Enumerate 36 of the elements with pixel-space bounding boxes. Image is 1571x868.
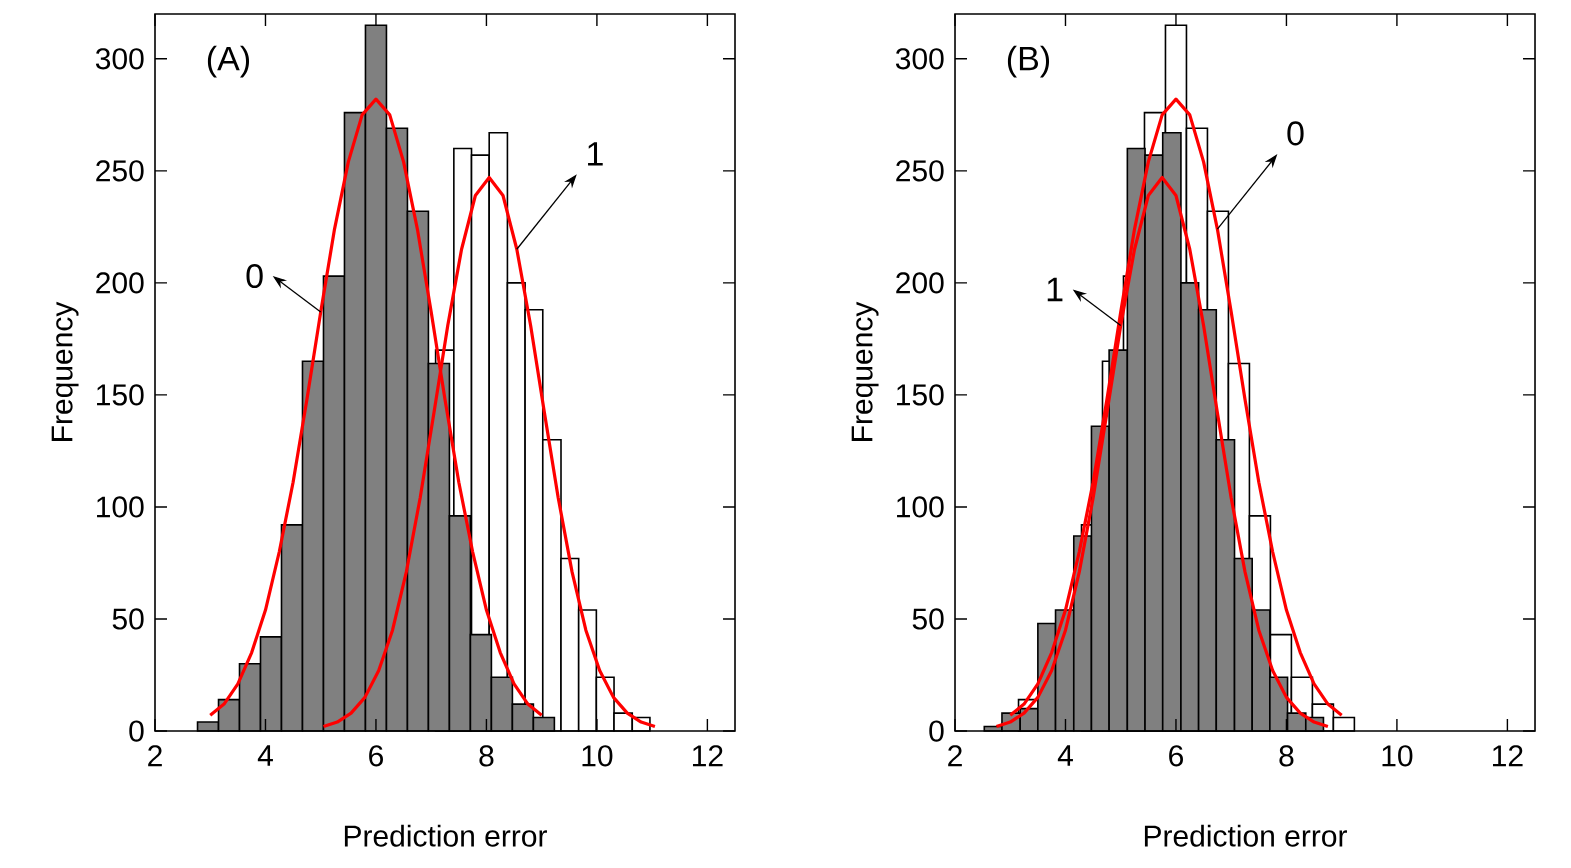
x-tick-label: 10 xyxy=(582,745,613,767)
y-tick-label: 100 xyxy=(97,496,144,518)
y-tick-label: 200 xyxy=(896,272,944,294)
annotation: (B) xyxy=(1007,45,1050,78)
x-tick-label: 10 xyxy=(1382,745,1413,767)
x-tick-label: 2 xyxy=(148,745,162,767)
x-axis-title: Prediction error xyxy=(344,824,547,847)
y-tick-label: 300 xyxy=(895,48,944,70)
y-tick-label: 50 xyxy=(112,608,144,630)
y-tick-label: 150 xyxy=(897,384,944,406)
x-tick-label: 6 xyxy=(369,745,383,767)
y-tick-label: 0 xyxy=(929,720,944,742)
y-tick-label: 150 xyxy=(97,384,144,406)
y-tick-label: 300 xyxy=(95,48,144,70)
x-tick-label: 6 xyxy=(1169,745,1183,767)
x-tick-label: 2 xyxy=(948,745,962,767)
x-tick-label: 8 xyxy=(1279,745,1294,767)
y-tick-label: 0 xyxy=(129,720,144,742)
y-tick-label: 250 xyxy=(96,160,144,182)
x-tick-label: 4 xyxy=(1057,745,1073,766)
x-tick-label: 12 xyxy=(1493,745,1523,767)
annotation: 0 xyxy=(1287,121,1304,146)
y-tick-label: 100 xyxy=(897,496,944,518)
x-tick-label: 4 xyxy=(257,745,273,766)
y-tick-label: 200 xyxy=(96,272,144,294)
y-tick-label: 250 xyxy=(896,160,944,182)
x-tick-label: 8 xyxy=(479,745,494,767)
y-axis-title: Frequency xyxy=(51,301,79,441)
x-axis-title: Prediction error xyxy=(1144,824,1347,847)
annotation: (A) xyxy=(207,45,250,78)
y-tick-label: 50 xyxy=(912,608,944,630)
annotation: 1 xyxy=(1047,277,1063,302)
annotation: 0 xyxy=(246,263,263,289)
annotation: 1 xyxy=(588,142,603,166)
x-tick-label: 12 xyxy=(692,745,723,767)
y-axis-title: Frequency xyxy=(851,301,879,441)
